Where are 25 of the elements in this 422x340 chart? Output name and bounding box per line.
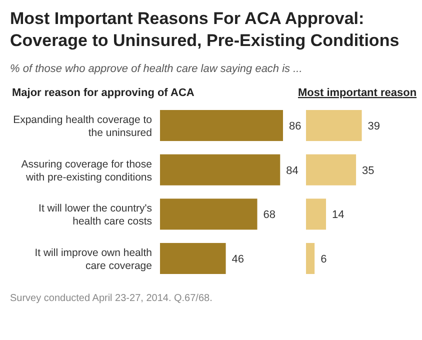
data-label: 39: [368, 120, 380, 133]
bar: [306, 242, 315, 274]
bar: [306, 110, 362, 142]
bar: [160, 198, 258, 230]
data-label: 84: [286, 164, 298, 177]
y-tick-label: Expanding health coverage to the uninsured: [13, 114, 152, 140]
bar: [306, 198, 326, 230]
bar: [160, 242, 226, 274]
data-label: 86: [289, 120, 302, 133]
y-tick-label: Assuring coverage for those with pre-existing conditions: [21, 158, 152, 184]
bar: [160, 154, 280, 186]
chart-title: Most important reason: [298, 87, 417, 99]
text: Most Important Reasons For ACA Approval: Coverage to Uninsured, Pre-Existing Conditions: [10, 9, 400, 50]
text: % of those who approve of health care law saying each is ...: [10, 63, 302, 75]
bar: [160, 110, 283, 142]
data-label: 35: [362, 164, 374, 177]
data-label: 68: [263, 209, 276, 222]
bar: [306, 154, 356, 186]
data-label: 14: [332, 209, 344, 222]
y-tick-label: It will lower the country's health care costs: [38, 202, 152, 228]
y-tick-label: It will improve own health care coverage: [34, 246, 152, 272]
data-label: 46: [232, 253, 244, 266]
chart-title: Major reason for approving of ACA: [12, 87, 194, 99]
text: Survey conducted April 23-27, 2014. Q.67/68.: [10, 293, 212, 304]
data-label: 6: [320, 253, 327, 266]
